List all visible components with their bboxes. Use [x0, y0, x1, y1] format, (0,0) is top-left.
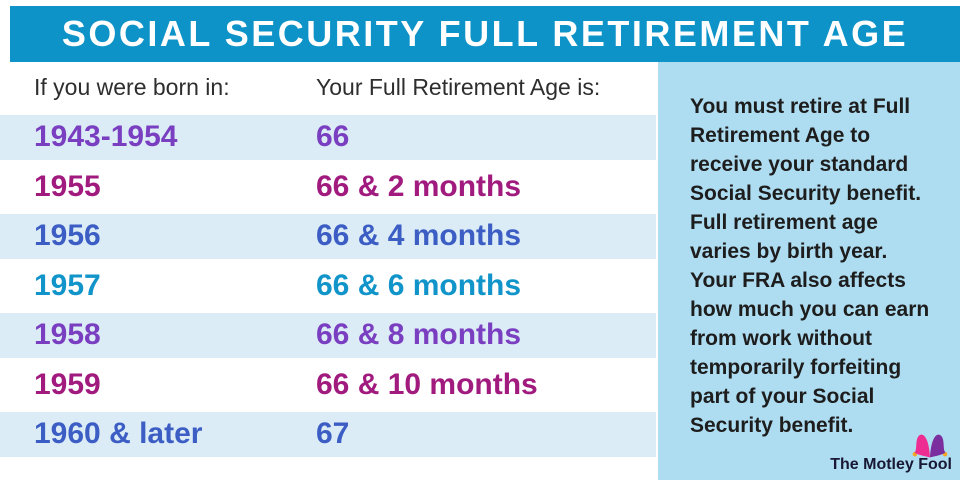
sidebar-note: You must retire at Full Retirement Age t…: [690, 95, 930, 437]
table-row: 1955 66 & 2 months: [0, 163, 656, 213]
info-sidebar: You must retire at Full Retirement Age t…: [658, 62, 960, 480]
table-row: 1958 66 & 8 months: [0, 311, 656, 361]
table-row: 1959 66 & 10 months: [0, 361, 656, 411]
column-header-born: If you were born in:: [34, 74, 230, 100]
retirement-age-value: 66 & 8 months: [316, 318, 522, 352]
retirement-age-table: If you were born in: Your Full Retiremen…: [0, 62, 656, 460]
birth-year-value: 1957: [34, 269, 101, 303]
jester-cap-icon: [912, 434, 948, 458]
motley-fool-logo-text: The Motley Fool: [830, 456, 952, 473]
table-row: 1956 66 & 4 months: [0, 212, 656, 262]
birth-year-value: 1943-1954: [34, 120, 178, 154]
retirement-age-value: 67: [316, 417, 350, 451]
birth-year-value: 1959: [34, 368, 101, 402]
birth-year-value: 1955: [34, 170, 101, 204]
table-row: 1943-1954 66: [0, 113, 656, 163]
retirement-age-value: 66 & 10 months: [316, 368, 538, 402]
table-row: 1957 66 & 6 months: [0, 262, 656, 312]
page-title: SOCIAL SECURITY FULL RETIREMENT AGE: [61, 13, 909, 54]
birth-year-value: 1958: [34, 318, 101, 352]
retirement-age-value: 66: [316, 120, 350, 154]
table-row: 1960 & later 67: [0, 410, 656, 460]
retirement-age-value: 66 & 4 months: [316, 219, 522, 253]
column-header-fra: Your Full Retirement Age is:: [316, 74, 601, 100]
birth-year-value: 1956: [34, 219, 101, 253]
motley-fool-logo: The Motley Fool: [830, 432, 952, 474]
retirement-age-value: 66 & 6 months: [316, 269, 522, 303]
table-header-row: If you were born in: Your Full Retiremen…: [0, 62, 656, 113]
birth-year-value: 1960 & later: [34, 417, 203, 451]
title-bar: SOCIAL SECURITY FULL RETIREMENT AGE: [10, 6, 960, 62]
retirement-age-value: 66 & 2 months: [316, 170, 522, 204]
